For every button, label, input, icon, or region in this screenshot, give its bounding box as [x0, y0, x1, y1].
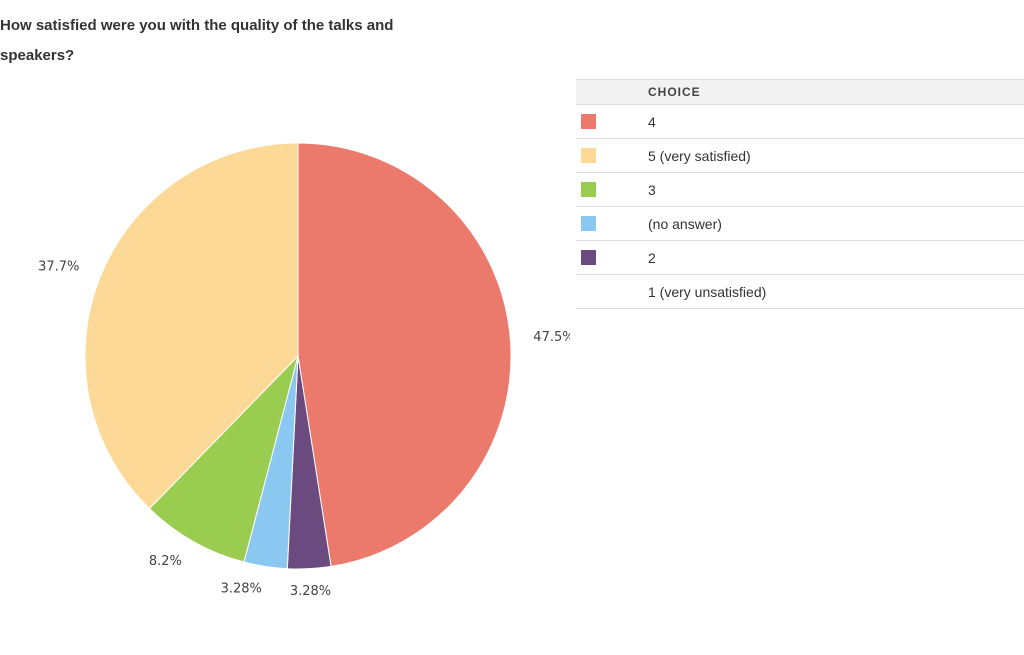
swatch-cell	[576, 206, 648, 241]
swatch-column-header	[576, 79, 648, 105]
choice-row: 3	[576, 172, 1024, 207]
swatch-cell	[576, 172, 648, 207]
pie-slice	[148, 354, 299, 563]
choice-label: 3	[648, 172, 1024, 207]
color-swatch	[581, 114, 596, 129]
choice-row: 1 (very unsatisfied)	[576, 274, 1024, 309]
color-swatch	[581, 148, 596, 163]
pie-slice	[84, 142, 299, 510]
question-title: How satisfied were you with the quality …	[0, 17, 394, 64]
choice-column-header: CHOICE	[648, 79, 1024, 105]
choice-label: 4	[648, 104, 1024, 139]
pie-slice-label: 47.5%	[533, 330, 570, 345]
color-swatch	[581, 182, 596, 197]
swatch-cell	[576, 138, 648, 173]
choice-row: (no answer)	[576, 206, 1024, 241]
pie-slice-label: 8.2%	[149, 554, 182, 569]
choice-row: 2	[576, 240, 1024, 275]
color-swatch	[581, 250, 596, 265]
pie-slice-label: 3.28%	[290, 584, 331, 599]
color-swatch	[581, 216, 596, 231]
swatch-cell	[576, 104, 648, 139]
pie-slice-label: 37.7%	[38, 260, 79, 275]
choice-label: 5 (very satisfied)	[648, 138, 1024, 173]
choice-label: 1 (very unsatisfied)	[648, 274, 1024, 309]
choice-row: 4	[576, 104, 1024, 139]
pie-slice	[297, 142, 512, 567]
choice-label: 2	[648, 240, 1024, 275]
swatch-cell	[576, 274, 648, 309]
pie-chart: 47.5% 3.28% 3.28% 8.2% 37.7%	[38, 142, 570, 599]
swatch-cell	[576, 240, 648, 275]
pie-slice-label: 3.28%	[221, 582, 262, 597]
choice-row: 5 (very satisfied)	[576, 138, 1024, 173]
choice-legend-header-row: CHOICE	[576, 79, 1024, 105]
choice-label: (no answer)	[648, 206, 1024, 241]
